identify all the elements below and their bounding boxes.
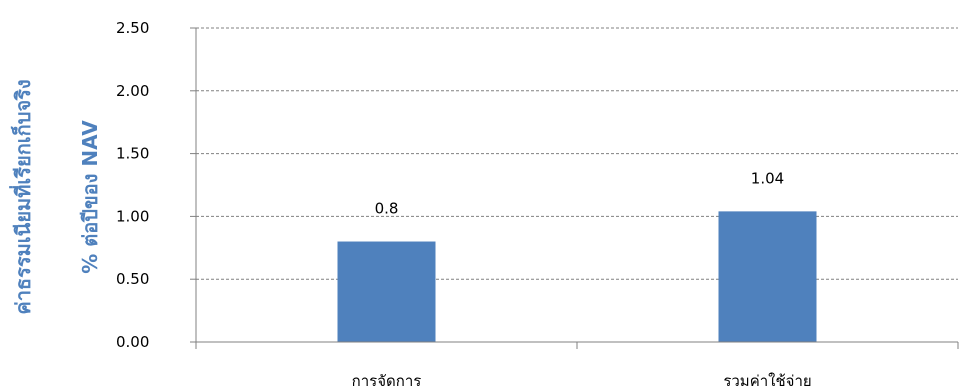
- x-category-label: รวมค่าใช้จ่าย: [723, 372, 811, 390]
- bar: [718, 211, 817, 342]
- y-tick-label: 2.00: [116, 82, 149, 100]
- y-tick-label: 1.50: [116, 145, 149, 163]
- x-category-labels: การจัดการ รวมค่าใช้จ่าย: [352, 372, 812, 390]
- x-category-label: การจัดการ: [352, 372, 422, 390]
- y-axis-title-line-1: ค่าธรรมเนียมที่เรียกเก็บจริง: [8, 79, 35, 314]
- y-tick-labels: 0.00 0.50 1.00 1.50 2.00 2.50: [116, 19, 149, 351]
- data-label: 0.8: [375, 200, 399, 218]
- bar: [337, 241, 436, 342]
- gridlines: [196, 27, 958, 280]
- y-tick-label: 0.00: [116, 333, 149, 351]
- y-tick-label: 2.50: [116, 19, 149, 37]
- axes: [190, 27, 959, 349]
- data-label: 1.04: [751, 169, 784, 187]
- y-tick-label: 0.50: [116, 270, 149, 288]
- y-axis-title-line-2: % ต่อปีของ NAV: [78, 120, 102, 274]
- y-tick-label: 1.00: [116, 207, 149, 225]
- bars: [337, 211, 817, 342]
- data-labels: 0.8 1.04: [375, 169, 785, 217]
- y-axis-title: ค่าธรรมเนียมที่เรียกเก็บจริง % ต่อปีของ …: [8, 79, 102, 314]
